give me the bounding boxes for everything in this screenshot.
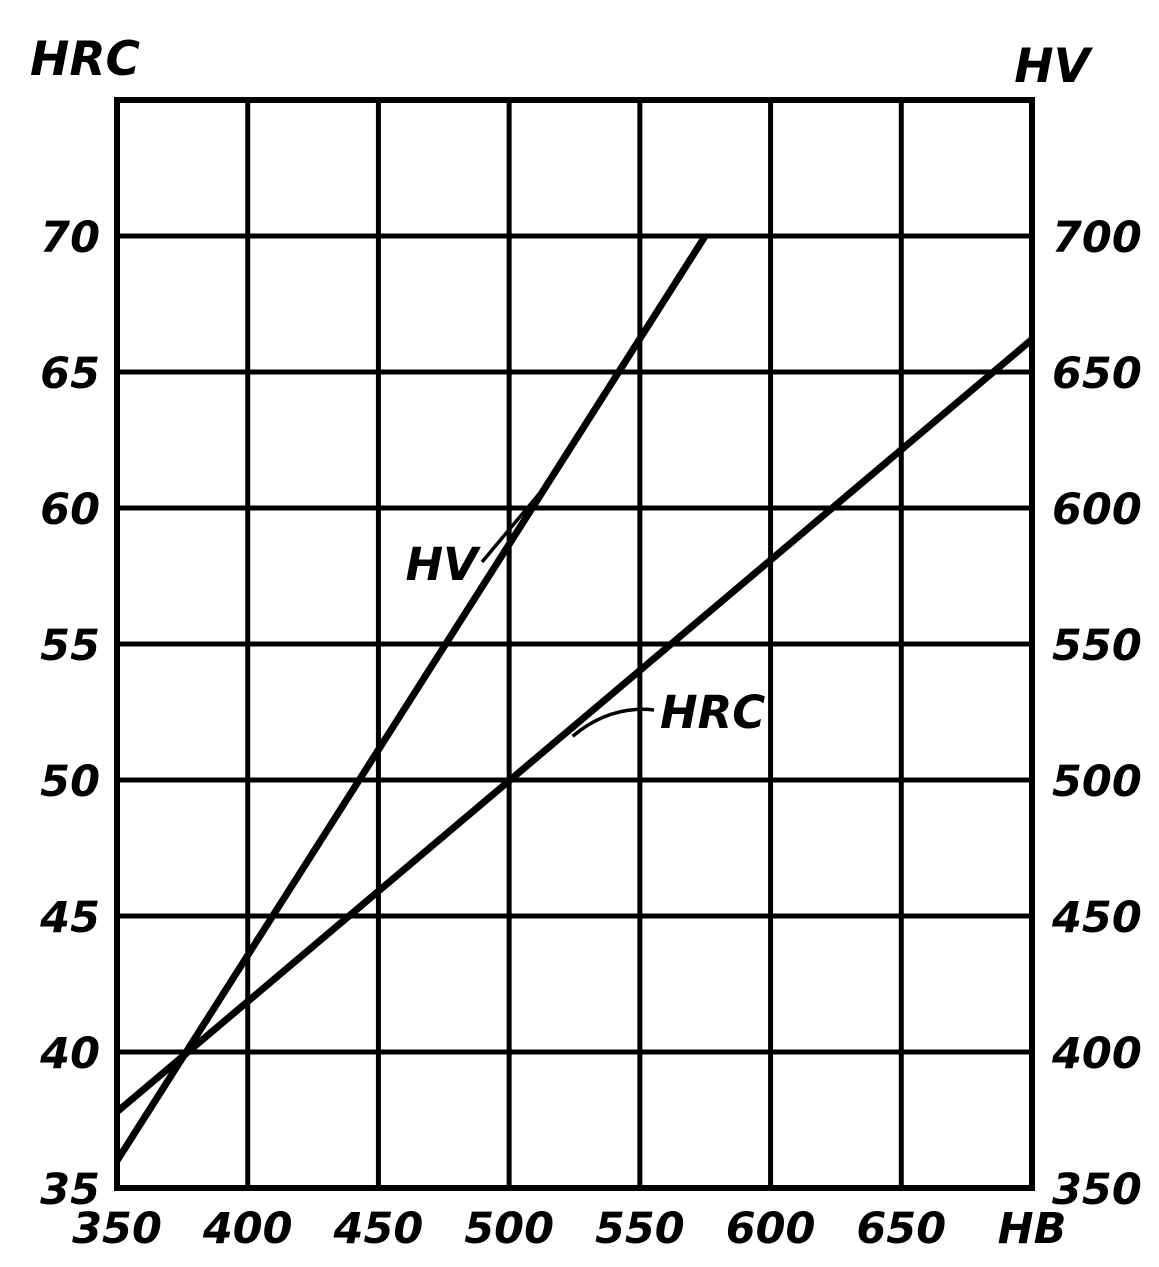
x-tick-label: 650: [856, 1204, 946, 1254]
series-line-hrc: [114, 336, 1035, 1115]
series-layer: [114, 234, 1035, 1163]
y-right-tick-label: 600: [1052, 485, 1142, 535]
leader-line-hv: [480, 477, 554, 564]
series-annotation-hv: HV: [406, 538, 482, 591]
y-left-tick-label: 70: [40, 213, 100, 263]
y-left-axis-title: HRC: [30, 32, 141, 87]
y-right-tick-label: 650: [1052, 349, 1142, 399]
y-left-tick-label: 45: [39, 893, 100, 943]
y-right-tick-label: 400: [1051, 1029, 1142, 1079]
y-left-tick-label: 35: [40, 1165, 100, 1215]
y-right-tick-label: 700: [1052, 213, 1142, 263]
y-right-tick-label: 450: [1051, 893, 1142, 943]
y-left-tick-label: 55: [40, 621, 100, 671]
y-left-tick-label: 65: [40, 349, 100, 399]
x-tick-label: 400: [202, 1204, 293, 1254]
y-right-tick-label: 550: [1052, 621, 1142, 671]
y-right-tick-label: 350: [1052, 1165, 1142, 1215]
y-left-tick-label: 60: [40, 485, 100, 535]
plot-frame: [114, 97, 1035, 1191]
y-left-tick-label: 50: [40, 757, 100, 807]
x-axis-title: HB: [998, 1204, 1067, 1254]
grid: [114, 97, 1035, 1191]
x-tick-label: 550: [595, 1204, 685, 1254]
series-line-hv: [114, 234, 709, 1163]
x-tick-label: 500: [464, 1204, 554, 1254]
y-left-tick-label: 40: [39, 1029, 100, 1079]
series-annotation-hrc: HRC: [660, 686, 765, 739]
x-tick-label: 600: [726, 1204, 816, 1254]
x-tick-label: 450: [333, 1204, 424, 1254]
labels-layer: 350 400 450 500 550 600 650 HB 35 40 45 50 55 60 65 70 3…: [30, 32, 1142, 1254]
leader-line-hrc: [571, 707, 655, 738]
x-tick-label: 350: [72, 1204, 162, 1254]
y-right-tick-label: 500: [1052, 757, 1142, 807]
y-right-axis-title: HV: [1014, 39, 1093, 94]
